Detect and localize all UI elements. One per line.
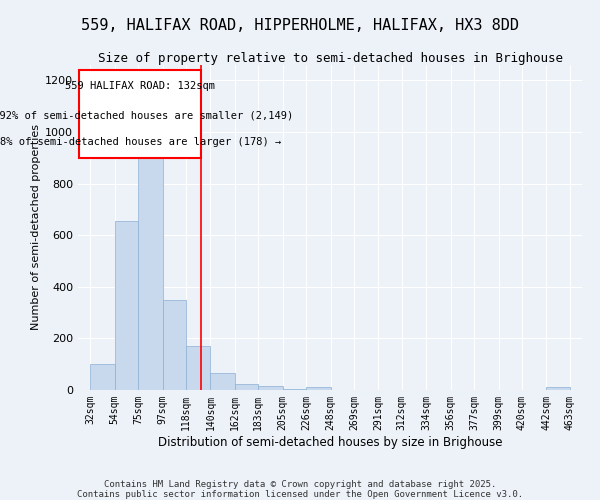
Text: 8% of semi-detached houses are larger (178) →: 8% of semi-detached houses are larger (1… <box>0 137 281 147</box>
Bar <box>306 388 331 390</box>
Bar <box>547 388 570 390</box>
Bar <box>258 386 283 390</box>
Text: ← 92% of semi-detached houses are smaller (2,149): ← 92% of semi-detached houses are smalle… <box>0 111 293 121</box>
Title: Size of property relative to semi-detached houses in Brighouse: Size of property relative to semi-detach… <box>97 52 563 65</box>
Bar <box>138 150 163 390</box>
Bar <box>211 373 235 390</box>
Text: 559, HALIFAX ROAD, HIPPERHOLME, HALIFAX, HX3 8DD: 559, HALIFAX ROAD, HIPPERHOLME, HALIFAX,… <box>81 18 519 32</box>
Bar <box>90 364 115 390</box>
Y-axis label: Number of semi-detached properties: Number of semi-detached properties <box>31 124 41 330</box>
Text: Contains HM Land Registry data © Crown copyright and database right 2025.
Contai: Contains HM Land Registry data © Crown c… <box>77 480 523 499</box>
Bar <box>163 300 186 390</box>
X-axis label: Distribution of semi-detached houses by size in Brighouse: Distribution of semi-detached houses by … <box>158 436 502 448</box>
Text: 559 HALIFAX ROAD: 132sqm: 559 HALIFAX ROAD: 132sqm <box>65 81 215 91</box>
FancyBboxPatch shape <box>79 70 202 158</box>
Bar <box>186 346 211 390</box>
Bar <box>283 388 306 390</box>
Bar <box>115 221 138 390</box>
Bar <box>235 384 258 390</box>
